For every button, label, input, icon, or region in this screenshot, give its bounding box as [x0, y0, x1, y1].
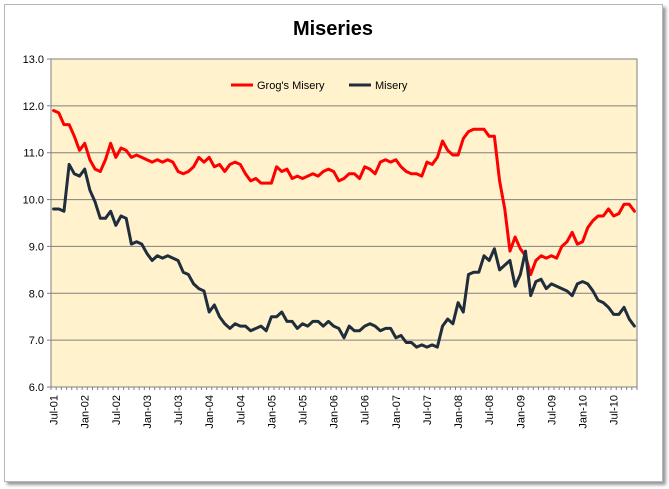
axes: 6.0 7.0 8.0 9.0 10.0 11.0 12.0 13.0 Jul-01 Jan-02… [23, 54, 638, 429]
chart-frame: Miseries 6.0 7.0 8.0 9.0 10.0 11.0 12.0 13.0 Jul… [4, 4, 663, 482]
x-tick-label: Jul-08 [484, 395, 496, 425]
x-tick-label: Jan-07 [391, 395, 403, 429]
series-line-misery [52, 162, 636, 349]
y-tick-label: 11.0 [23, 148, 44, 160]
x-tick-label: Jan-08 [453, 395, 465, 429]
line-chart: Miseries 6.0 7.0 8.0 9.0 10.0 11.0 12.0 13.0 Jul… [23, 18, 638, 429]
y-tick-label: 12.0 [23, 101, 44, 113]
x-tick-label: Jul-06 [360, 395, 372, 425]
series-lines [52, 109, 636, 349]
y-tick-label: 9.0 [29, 241, 44, 253]
series-line-grogs-misery [52, 109, 636, 277]
x-tick-label: Jul-04 [235, 395, 247, 425]
x-tick-label: Jan-10 [578, 395, 590, 429]
x-tick-label: Jul-02 [111, 395, 123, 425]
y-tick-label: 6.0 [29, 382, 44, 394]
x-tick-label: Jan-04 [204, 395, 216, 429]
x-tick-label: Jan-06 [329, 395, 341, 429]
legend-label: Grog's Misery [257, 80, 325, 92]
x-tick-label: Jul-01 [49, 395, 61, 425]
x-tick-label: Jan-03 [142, 395, 154, 429]
y-tick-label: 7.0 [29, 335, 44, 347]
y-tick-label: 10.0 [23, 195, 44, 207]
gridlines [51, 105, 637, 341]
x-tick-label: Jul-10 [609, 395, 621, 425]
y-tick-label: 8.0 [29, 288, 44, 300]
x-tick-label: Jul-09 [546, 395, 558, 425]
x-tick-label: Jul-05 [298, 395, 310, 425]
legend-label: Misery [375, 80, 408, 92]
legend: Grog's Misery Misery [231, 80, 408, 92]
plot-area [50, 58, 638, 388]
x-tick-label: Jul-07 [422, 395, 434, 425]
chart-title: Miseries [293, 18, 373, 40]
x-tick-label: Jan-05 [266, 395, 278, 429]
x-tick-label: Jan-09 [515, 395, 527, 429]
x-tick-label: Jan-02 [80, 395, 92, 429]
y-tick-label: 13.0 [23, 54, 44, 66]
x-tick-label: Jul-03 [173, 395, 185, 425]
